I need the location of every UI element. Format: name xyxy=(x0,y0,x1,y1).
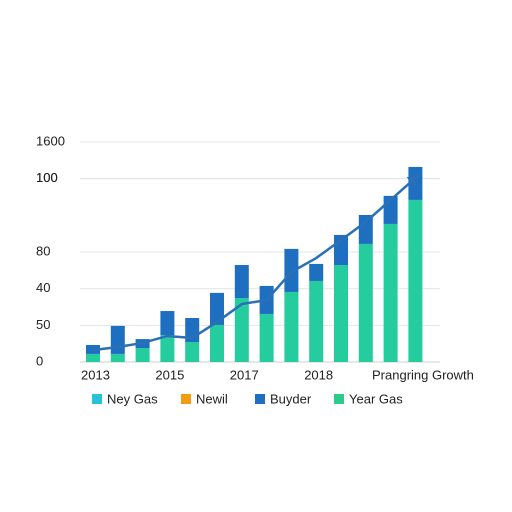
x-tick-label: 2017 xyxy=(230,367,259,382)
y-tick-label: 80 xyxy=(36,243,50,258)
bar-segment xyxy=(259,313,274,362)
bar-segment xyxy=(110,325,125,354)
line-label: Prangring Growth xyxy=(372,367,474,382)
bar-segment xyxy=(234,265,249,299)
bar-segment xyxy=(210,292,224,325)
bar-segment xyxy=(160,335,175,362)
bar-segment xyxy=(284,248,299,292)
x-tick-label: 2018 xyxy=(304,367,333,382)
bar-segment xyxy=(309,280,324,362)
bar-segment xyxy=(383,223,398,362)
x-tick-label: 2013 xyxy=(81,367,110,382)
legend-label: Newil xyxy=(196,391,228,406)
bar-segment xyxy=(135,348,150,362)
bar-segment xyxy=(234,298,249,362)
legend-swatch xyxy=(334,394,344,404)
bar-segment xyxy=(334,265,348,362)
bar-segment xyxy=(160,311,175,336)
legend-swatch xyxy=(181,394,191,404)
bar-segment xyxy=(358,214,373,244)
bar-segment xyxy=(185,342,200,362)
legend-swatch xyxy=(92,394,102,404)
y-tick-label: 100 xyxy=(36,170,58,185)
bar-segment xyxy=(86,353,100,362)
trend-line xyxy=(92,173,421,352)
x-tick-label: 2015 xyxy=(155,367,184,382)
bar-segment xyxy=(210,324,224,362)
y-tick-label: 40 xyxy=(36,280,50,295)
bar-segment xyxy=(110,353,125,362)
legend-swatch xyxy=(255,394,265,404)
bar-segment xyxy=(309,263,324,281)
bar-segment xyxy=(284,291,299,362)
y-tick-label: 1600 xyxy=(36,133,65,148)
legend-label: Buyder xyxy=(270,391,312,406)
bar-segment xyxy=(408,199,423,362)
legend-label: Ney Gas xyxy=(107,391,158,406)
y-tick-label: 0 xyxy=(36,353,43,368)
y-tick-label: 100 xyxy=(36,170,58,185)
legend-label: Year Gas xyxy=(349,391,403,406)
y-tick-label: 50 xyxy=(36,317,50,332)
bar-segment xyxy=(358,243,373,362)
